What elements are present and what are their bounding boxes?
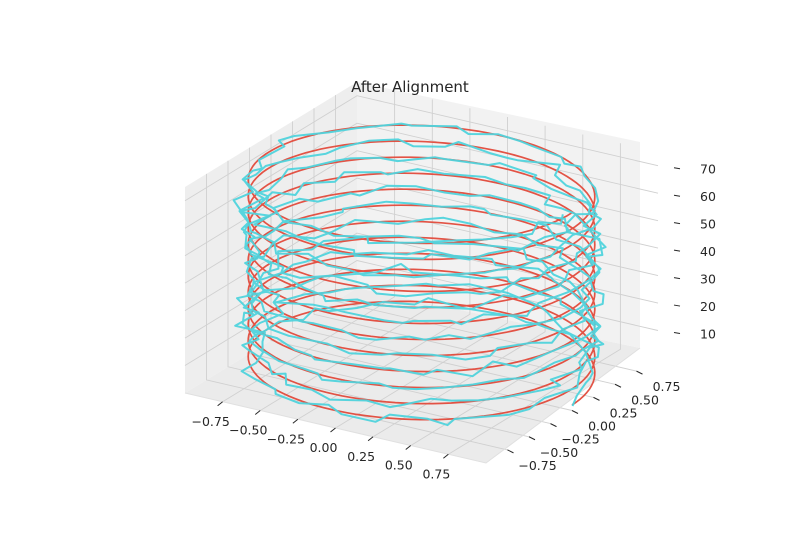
z-tick-mark-6 <box>673 167 681 170</box>
y-tick-label-5: 0.50 <box>631 392 659 407</box>
x-tick-label-5: 0.50 <box>385 458 413 473</box>
y-tick-label-3: 0.00 <box>588 419 616 434</box>
y-tick-mark-0 <box>507 449 514 454</box>
z-tick-mark-0 <box>673 332 681 335</box>
x-tick-mark-2 <box>292 418 299 424</box>
z-tick-mark-2 <box>673 277 681 280</box>
z-grid-line-0 <box>184 260 659 366</box>
y-tick-label-6: 0.75 <box>653 379 681 394</box>
chart-title: After Alignment <box>351 78 469 96</box>
x-tick-mark-6 <box>443 453 449 459</box>
x-tick-label-3: 0.00 <box>310 440 338 455</box>
z-tick-label-6: 70 <box>700 162 716 177</box>
x-tick-label-4: 0.25 <box>347 449 375 464</box>
z-tick-label-5: 60 <box>700 189 716 204</box>
z-tick-label-1: 20 <box>700 299 716 314</box>
y-tick-label-2: −0.25 <box>561 432 599 447</box>
z-tick-mark-1 <box>673 304 681 307</box>
z-tick-label-4: 50 <box>700 217 716 232</box>
z-grid-line-4 <box>184 150 659 257</box>
z-tick-mark-5 <box>673 194 681 197</box>
x-tick-label-1: −0.50 <box>229 423 267 438</box>
y-tick-label-0: −0.75 <box>518 458 556 473</box>
x-tick-mark-0 <box>217 401 223 407</box>
x-tick-mark-4 <box>367 436 374 442</box>
z-tick-mark-4 <box>673 222 681 225</box>
x-tick-label-6: 0.75 <box>422 466 450 481</box>
x-tick-mark-5 <box>405 445 412 450</box>
z-tick-label-0: 10 <box>700 327 716 342</box>
x-tick-label-0: −0.75 <box>191 414 229 429</box>
y-tick-mark-1 <box>528 436 536 441</box>
z-tick-label-3: 40 <box>700 244 716 259</box>
y-tick-mark-5 <box>614 383 622 388</box>
y-tick-mark-6 <box>636 370 643 375</box>
x-tick-mark-3 <box>330 427 336 433</box>
axis-ticks: −0.75−0.50−0.250.000.250.500.75−0.75−0.5… <box>191 162 716 482</box>
x-tick-label-2: −0.25 <box>267 431 305 446</box>
y-tick-mark-2 <box>550 423 557 428</box>
z-tick-mark-3 <box>673 249 681 252</box>
z-tick-label-2: 30 <box>700 272 716 287</box>
y-tick-mark-4 <box>593 396 600 401</box>
x-tick-mark-1 <box>254 410 261 415</box>
y-tick-mark-3 <box>571 410 579 414</box>
series-line-1 <box>232 122 607 427</box>
z-grid-line-3 <box>184 177 659 284</box>
z-grid-line-6 <box>184 95 659 202</box>
y-tick-label-1: −0.50 <box>540 445 578 460</box>
plot-area <box>232 122 607 427</box>
floor-edge <box>184 347 641 464</box>
y-tick-label-4: 0.25 <box>610 405 638 420</box>
